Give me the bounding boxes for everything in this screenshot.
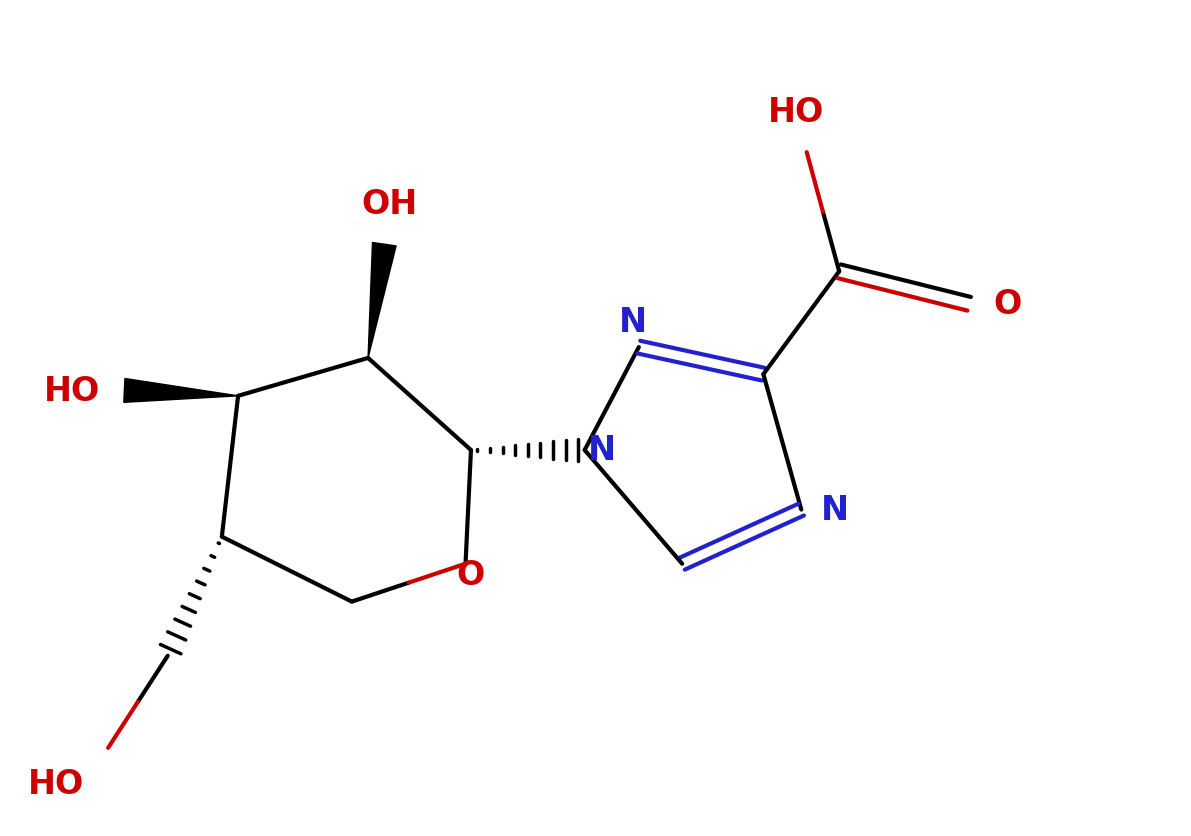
Text: N: N <box>588 434 616 467</box>
Text: HO: HO <box>768 96 824 130</box>
Text: O: O <box>457 558 485 591</box>
Text: HO: HO <box>44 375 100 407</box>
Text: OH: OH <box>362 188 418 222</box>
Text: HO: HO <box>29 767 85 800</box>
Text: N: N <box>619 306 648 339</box>
Text: N: N <box>821 493 849 527</box>
Polygon shape <box>124 379 238 403</box>
Polygon shape <box>368 243 397 359</box>
Text: O: O <box>993 288 1021 321</box>
